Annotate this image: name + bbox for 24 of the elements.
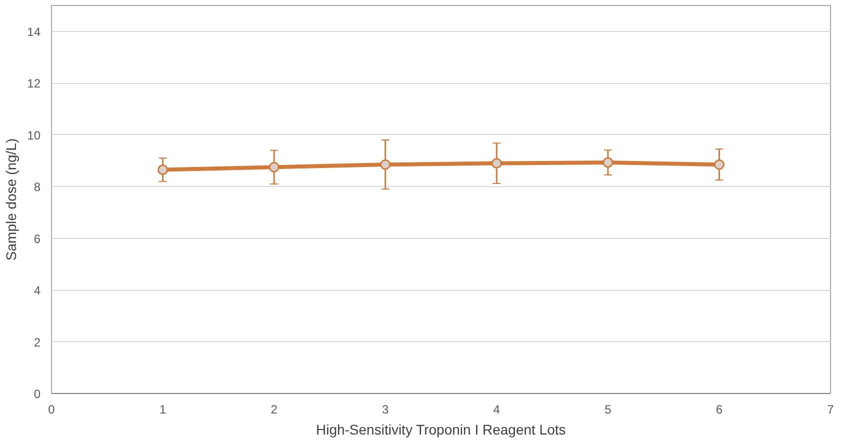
x-tick-label: 7: [827, 402, 834, 416]
x-tick-label: 3: [382, 402, 390, 416]
y-tick-label: 6: [34, 232, 41, 246]
x-tick-label: 2: [270, 402, 278, 416]
point: [714, 159, 724, 170]
y-tick-label: 10: [27, 128, 41, 142]
y-tick-label: 12: [27, 76, 41, 91]
x-tick-label: 4: [493, 402, 500, 416]
y-tick-label: 0: [34, 387, 41, 401]
y-tick-label: 4: [34, 284, 41, 298]
point: [602, 157, 614, 168]
y-axis-title: Sample dose (ng/L): [3, 138, 20, 261]
x-axis-title: High-Sensitivity Troponin I Reagent Lots: [316, 422, 566, 438]
point: [380, 159, 391, 170]
x-tick-label: 5: [604, 402, 612, 416]
x-tick-label: 6: [716, 402, 723, 416]
y-tick-label: 2: [34, 335, 41, 350]
x-tick-label: 1: [159, 402, 166, 416]
point: [491, 158, 502, 169]
x-tick-label: 0: [48, 402, 56, 416]
y-tick-label: 14: [27, 24, 41, 39]
point: [268, 162, 280, 172]
point: [158, 164, 168, 175]
y-tick-label: 8: [34, 180, 41, 194]
